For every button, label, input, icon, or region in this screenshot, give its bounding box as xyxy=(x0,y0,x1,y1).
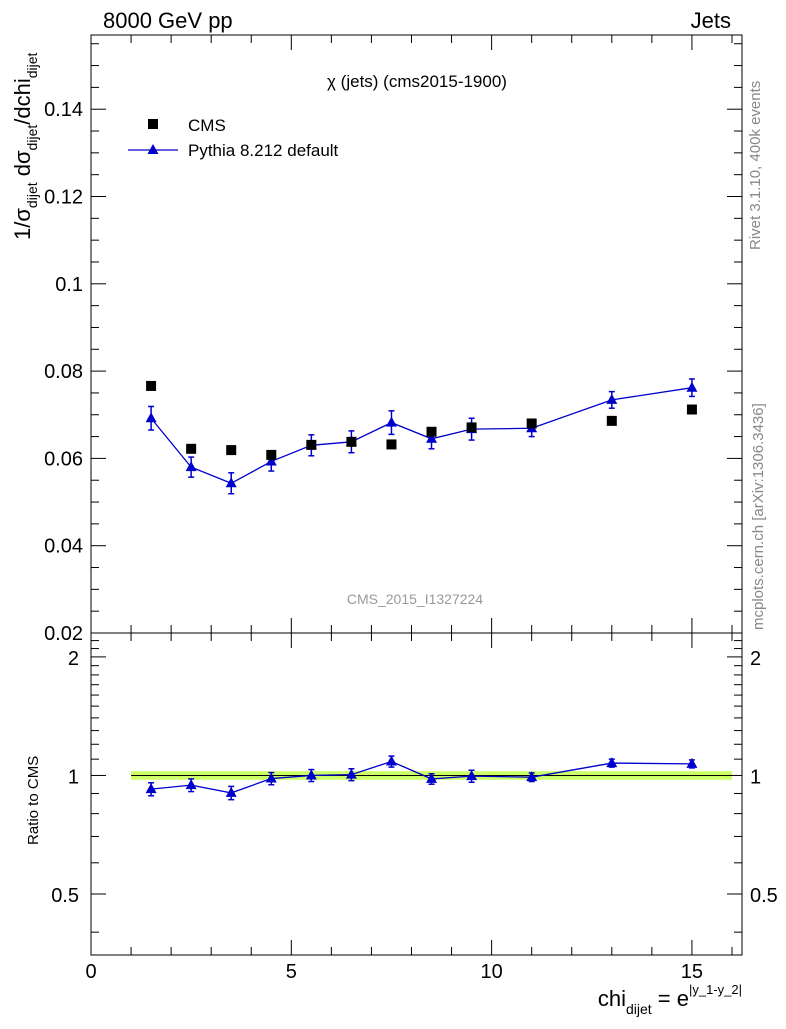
ratio-y-tick-label-right: 2 xyxy=(750,648,761,670)
legend-cms-label: CMS xyxy=(188,116,226,135)
main-plot-panel: χ (jets) (cms2015-1900) CMS_2015_I132722… xyxy=(10,34,743,645)
cms-point xyxy=(266,449,277,460)
xlabel-main: chi xyxy=(598,986,626,1011)
ratio-y-tick-label: 1 xyxy=(68,766,79,788)
ratio-point xyxy=(145,783,157,794)
cms-point xyxy=(606,415,617,426)
watermark: CMS_2015_I1327224 xyxy=(347,591,483,607)
ratio-y-axis-label: Ratio to CMS xyxy=(25,756,42,845)
ratio-point xyxy=(526,771,538,782)
header-left-label: 8000 GeV pp xyxy=(103,8,233,33)
ylabel-mid: dσ xyxy=(10,150,35,182)
legend-pythia-label: Pythia 8.212 default xyxy=(188,141,339,160)
ylabel-prefix: 1/σ xyxy=(10,208,35,240)
pythia-point xyxy=(606,393,618,404)
cms-point xyxy=(526,418,537,429)
x-tick-label: 5 xyxy=(286,961,297,983)
main-y-ticks: 0.02 0.04 0.06 0.08 0.1 0.12 0.14 xyxy=(44,35,742,645)
legend-pythia-marker xyxy=(147,144,159,154)
ratio-point xyxy=(345,768,357,779)
x-tick-label: 15 xyxy=(681,961,703,983)
cms-point xyxy=(306,439,317,450)
y-tick-label: 0.12 xyxy=(44,187,83,209)
pythia-point xyxy=(686,381,698,392)
pythia-point xyxy=(265,455,277,466)
ylabel-sub1: dijet xyxy=(24,182,40,208)
y-tick-label: 0.02 xyxy=(44,623,83,645)
ratio-plot-frame xyxy=(90,632,743,956)
legend-cms-marker xyxy=(148,119,158,129)
ylabel-sub2: dijet xyxy=(24,125,40,151)
xlabel-eq: = e xyxy=(652,986,689,1011)
ylabel-mid2: /dchi xyxy=(10,78,35,124)
main-y-axis-label: 1/σdijet dσdijet/dchidijet xyxy=(10,52,40,240)
pythia-point xyxy=(185,461,197,472)
ratio-series xyxy=(145,755,698,801)
ratio-point xyxy=(466,770,478,781)
xlabel-sub: dijet xyxy=(626,1001,652,1017)
ratio-y-tick-label: 0.5 xyxy=(51,885,79,907)
pythia-line xyxy=(150,387,693,484)
main-plot-title: χ (jets) (cms2015-1900) xyxy=(327,72,507,91)
x-tick-label: 0 xyxy=(85,961,96,983)
mcplots-label: mcplots.cern.ch [arXiv:1306.3436] xyxy=(750,403,767,630)
ratio-point xyxy=(426,772,438,783)
cms-point xyxy=(226,445,237,456)
x-tick-label: 10 xyxy=(480,961,502,983)
cms-point xyxy=(386,439,397,450)
pythia-point xyxy=(145,412,157,423)
legend: CMS Pythia 8.212 default xyxy=(128,116,339,160)
ratio-y-tick-label: 2 xyxy=(68,648,79,670)
pythia-point xyxy=(385,416,397,427)
y-tick-label: 0.04 xyxy=(44,536,83,558)
y-tick-label: 0.08 xyxy=(44,361,83,383)
ratio-point xyxy=(265,772,277,783)
cms-point xyxy=(146,380,157,391)
y-tick-label: 0.06 xyxy=(44,448,83,470)
y-tick-label: 0.14 xyxy=(44,99,83,121)
cms-point xyxy=(466,422,477,433)
ratio-point xyxy=(606,757,618,768)
x-ticks: 0 5 10 15 xyxy=(85,633,733,983)
ratio-point xyxy=(225,786,237,797)
ratio-point xyxy=(385,755,397,766)
ratio-line xyxy=(151,760,692,794)
main-series xyxy=(145,378,698,495)
rivet-label: Rivet 3.1.10, 400k events xyxy=(747,81,764,250)
ratio-point xyxy=(686,757,698,768)
ratio-point xyxy=(185,779,197,790)
x-axis-label: chidijet = e|y_1-y_2| xyxy=(598,982,742,1017)
ratio-point xyxy=(305,769,317,780)
ratio-y-tick-label-right: 1 xyxy=(750,766,761,788)
ratio-y-tick-label-right: 0.5 xyxy=(750,885,778,907)
cms-point xyxy=(426,426,437,437)
pythia-point xyxy=(225,477,237,488)
ylabel-sub3: dijet xyxy=(24,52,40,78)
ratio-y-ticks: 0.5 0.5 1 1 2 2 xyxy=(51,640,778,933)
xlabel-sup: |y_1-y_2| xyxy=(689,982,742,997)
cms-point xyxy=(346,436,357,447)
cms-point xyxy=(686,404,697,415)
ratio-plot-panel: 0.5 0.5 1 1 2 2 0 5 10 15 Ratio to CMS chidijet … xyxy=(25,632,778,1017)
pythia-point xyxy=(426,432,438,443)
y-tick-label: 0.1 xyxy=(55,274,83,296)
header-right-label: Jets xyxy=(691,8,731,33)
cms-point xyxy=(186,443,197,454)
